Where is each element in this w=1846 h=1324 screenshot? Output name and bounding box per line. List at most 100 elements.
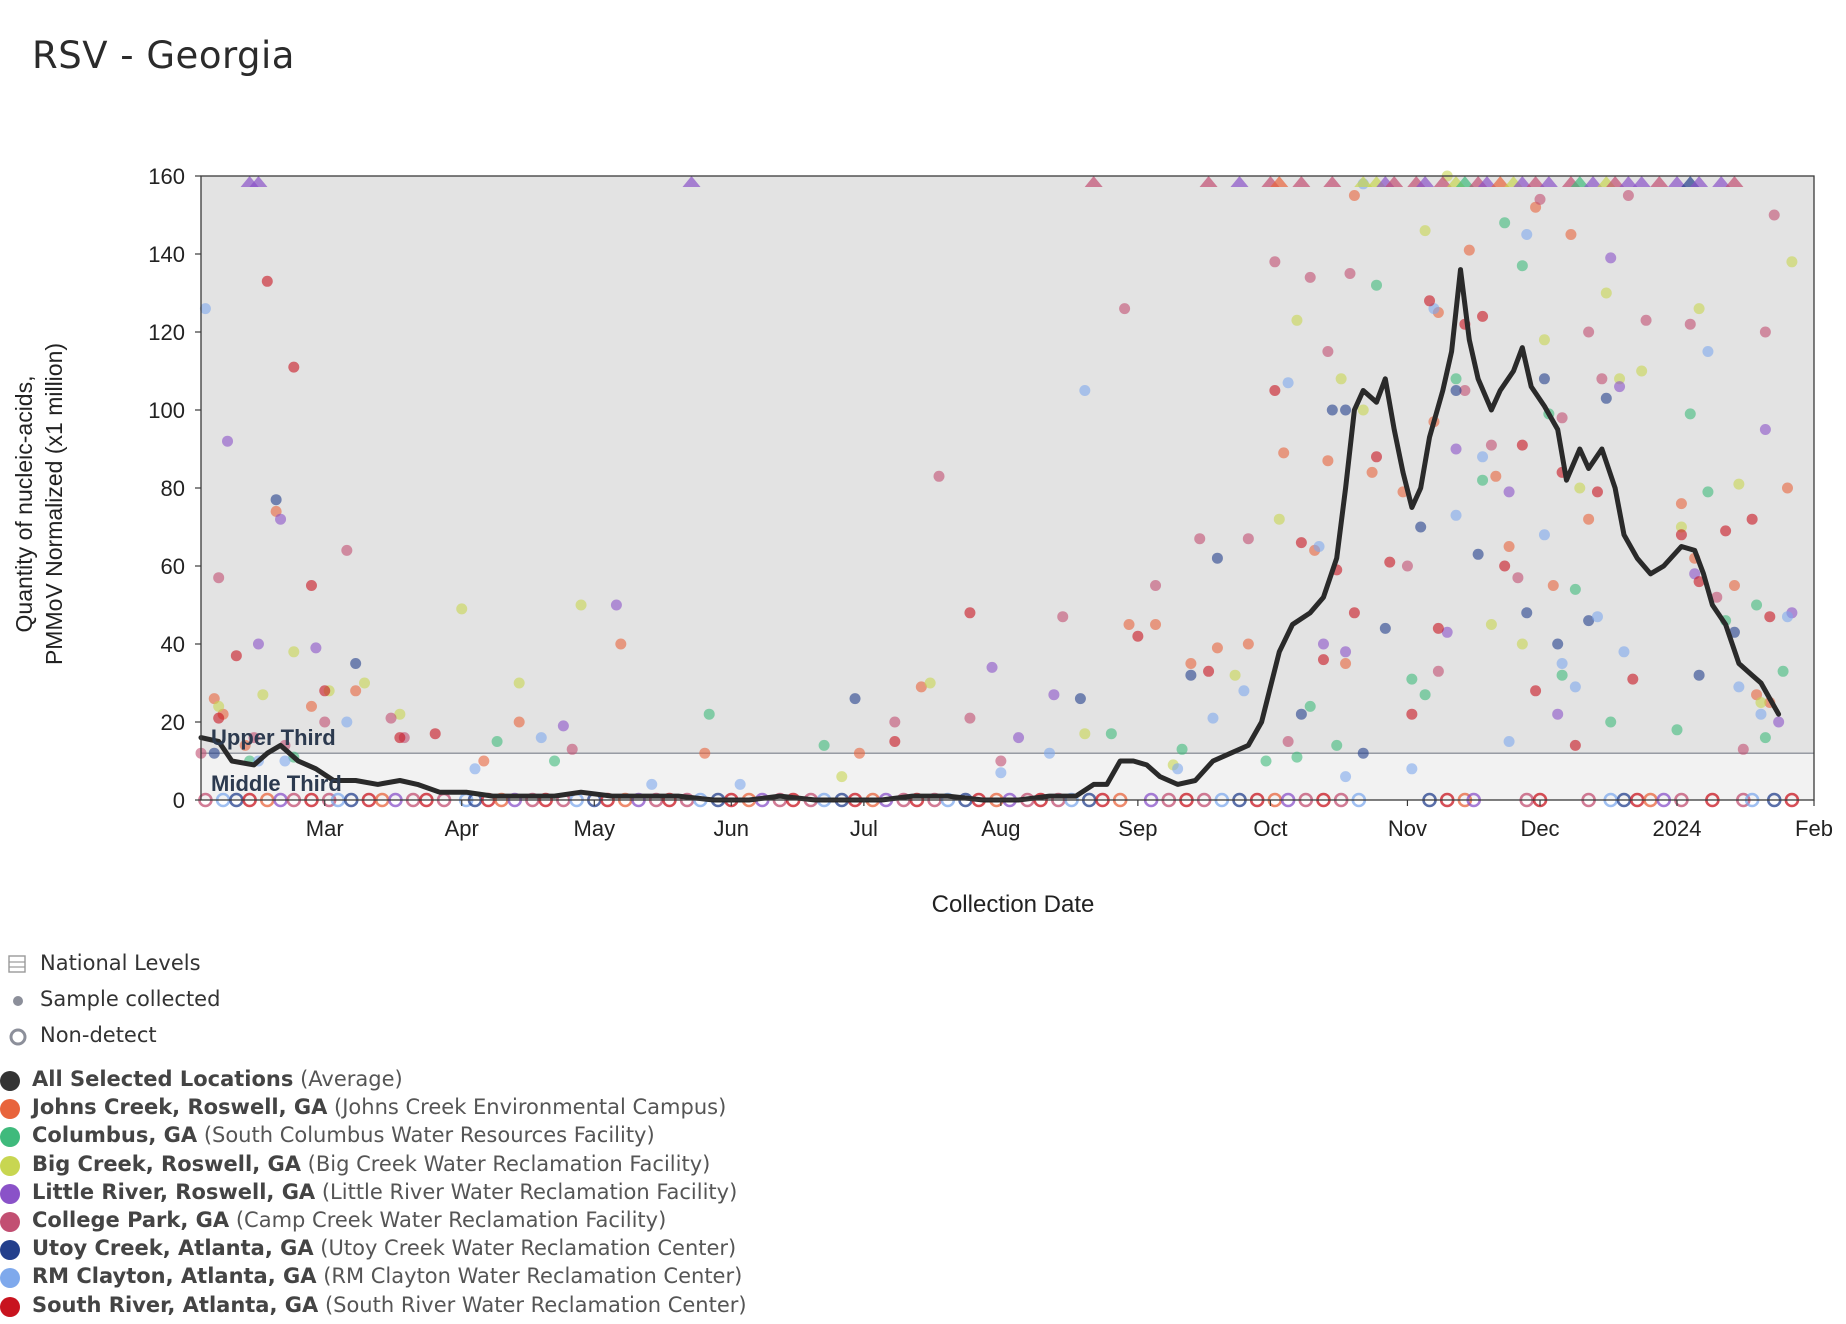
offscale-marker bbox=[1323, 176, 1342, 187]
sample-point bbox=[1379, 622, 1391, 634]
location-label: South River, Atlanta, GA (South River Wa… bbox=[32, 1293, 747, 1317]
sample-point bbox=[1366, 466, 1378, 478]
offscale-marker bbox=[1526, 176, 1545, 187]
sample-point bbox=[1282, 736, 1294, 747]
sample-point bbox=[1295, 708, 1307, 720]
sample-point bbox=[1596, 373, 1608, 385]
location-color-dot bbox=[0, 1268, 20, 1289]
location-color-dot bbox=[0, 1296, 20, 1317]
y-tick-label: 160 bbox=[148, 164, 185, 189]
sample-point bbox=[1693, 303, 1705, 315]
sample-point bbox=[1340, 404, 1352, 416]
sample-point bbox=[1048, 689, 1060, 701]
sample-point bbox=[1605, 716, 1617, 728]
x-tick-label: Apr bbox=[445, 816, 479, 841]
sample-point bbox=[1176, 743, 1188, 755]
offscale-marker bbox=[1230, 176, 1249, 187]
sample-point bbox=[1450, 373, 1462, 385]
y-axis-label: Quantity of nucleic-acids, PMMoV Normali… bbox=[11, 343, 67, 665]
location-label: Columbus, GA (South Columbus Water Resou… bbox=[32, 1123, 655, 1147]
sample-point bbox=[341, 544, 353, 556]
offscale-marker bbox=[1270, 176, 1289, 187]
sample-point bbox=[1485, 619, 1497, 630]
sample-point bbox=[1371, 279, 1383, 291]
y-axis-label-line2: PMMoV Normalized (x1 million) bbox=[41, 343, 67, 665]
sample-point bbox=[1503, 736, 1515, 747]
sample-point bbox=[513, 716, 525, 728]
sample-point bbox=[1614, 373, 1626, 385]
threshold-bands bbox=[201, 176, 1814, 800]
offscale-marker bbox=[1690, 176, 1709, 187]
sample-point bbox=[1499, 560, 1511, 572]
location-facility: (South Columbus Water Resources Facility… bbox=[197, 1123, 655, 1148]
sample-point bbox=[1291, 751, 1303, 763]
sample-point bbox=[734, 778, 746, 790]
sample-point bbox=[1074, 693, 1086, 705]
sample-point bbox=[1278, 447, 1290, 459]
sample-point bbox=[1335, 373, 1347, 385]
sample-point bbox=[853, 747, 865, 759]
sample-point bbox=[1583, 326, 1595, 338]
location-label: Utoy Creek, Atlanta, GA (Utoy Creek Wate… bbox=[32, 1236, 736, 1260]
sample-point bbox=[1720, 525, 1732, 537]
sample-point bbox=[1013, 732, 1025, 744]
sample-point bbox=[1150, 580, 1162, 591]
sample-point bbox=[1432, 665, 1444, 677]
y-tick-label: 60 bbox=[161, 554, 185, 579]
x-tick-label: Sep bbox=[1118, 816, 1157, 841]
sample-point bbox=[230, 650, 242, 662]
sample-point bbox=[1463, 244, 1475, 256]
location-facility: (Little River Water Reclamation Facility… bbox=[315, 1179, 738, 1204]
location-facility: (Johns Creek Environmental Campus) bbox=[327, 1095, 727, 1120]
sample-point bbox=[1521, 229, 1533, 240]
location-name: All Selected Locations bbox=[32, 1067, 294, 1091]
sample-point bbox=[1282, 377, 1294, 389]
sample-point bbox=[1777, 665, 1789, 677]
sample-point bbox=[1675, 498, 1687, 510]
location-label: College Park, GA (Camp Creek Water Recla… bbox=[32, 1208, 666, 1232]
x-tick-label: Jun bbox=[714, 816, 749, 841]
sample-point bbox=[319, 716, 331, 728]
sample-point bbox=[849, 693, 861, 705]
sample-point bbox=[1583, 615, 1595, 627]
y-tick-label: 0 bbox=[173, 788, 185, 813]
sample-point bbox=[1675, 529, 1687, 541]
sample-point bbox=[1317, 638, 1329, 650]
sample-point bbox=[610, 599, 622, 611]
band-label-middle-third: Middle Third bbox=[211, 771, 342, 796]
sample-point bbox=[1207, 712, 1219, 724]
offscale-marker bbox=[682, 176, 701, 187]
sample-point bbox=[1295, 537, 1307, 549]
sample-point bbox=[1516, 260, 1528, 272]
sample-point bbox=[889, 736, 901, 747]
sample-point bbox=[566, 743, 578, 755]
sample-point bbox=[1702, 486, 1714, 498]
offscale-marker bbox=[1539, 176, 1558, 187]
sample-point bbox=[1419, 689, 1431, 701]
sample-point bbox=[1269, 256, 1281, 268]
sample-point bbox=[1516, 638, 1528, 650]
sample-point bbox=[1459, 385, 1471, 396]
y-tick-label: 20 bbox=[161, 710, 185, 735]
offscale-markers bbox=[240, 176, 1744, 187]
sample-point bbox=[1755, 697, 1767, 708]
sample-point bbox=[1538, 334, 1550, 346]
location-color-dot bbox=[0, 1071, 20, 1091]
sample-point bbox=[1079, 385, 1091, 396]
sample-point bbox=[359, 677, 371, 689]
page-title: RSV - Georgia bbox=[32, 34, 295, 77]
sample-point bbox=[1530, 685, 1542, 697]
sample-point bbox=[350, 658, 362, 669]
sample-point bbox=[1313, 541, 1325, 552]
sample-collected-label: Sample collected bbox=[40, 987, 221, 1011]
sample-point bbox=[1675, 521, 1687, 533]
offscale-marker bbox=[1725, 176, 1744, 187]
location-name: Utoy Creek, Atlanta, GA bbox=[32, 1236, 314, 1261]
sample-point bbox=[1614, 381, 1626, 393]
sample-point bbox=[995, 767, 1007, 779]
sample-point bbox=[1521, 607, 1533, 619]
sample-point bbox=[1441, 626, 1453, 638]
location-facility: (RM Clayton Water Reclamation Center) bbox=[316, 1264, 743, 1289]
offscale-marker bbox=[1513, 176, 1532, 187]
sample-point bbox=[1304, 700, 1316, 712]
